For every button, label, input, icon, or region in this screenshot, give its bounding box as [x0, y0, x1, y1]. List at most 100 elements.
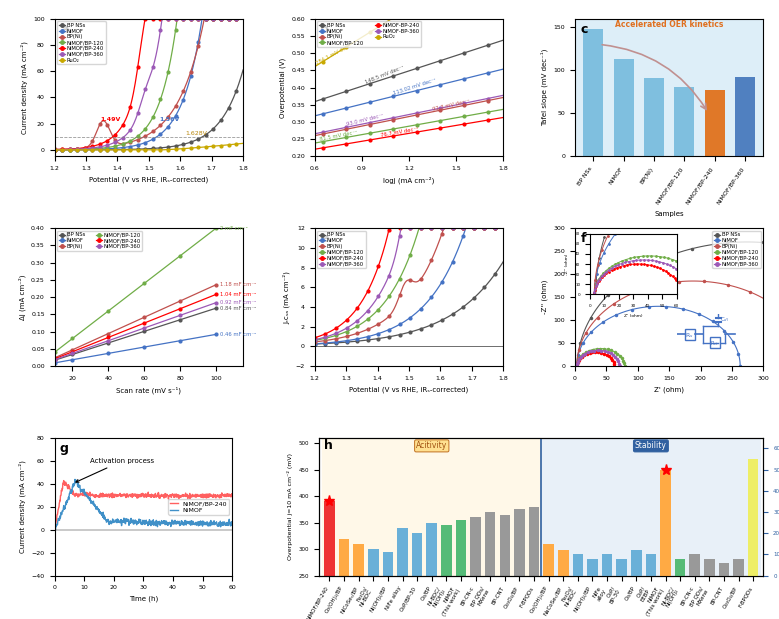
NiMOF — [227, 521, 237, 529]
Text: 1.628V: 1.628V — [185, 131, 206, 136]
Legend: BP NSs, NiMOF, BP(Ni), NiMOF/BP-120, NiMOF/BP-240, NiMOF/BP-360: BP NSs, NiMOF, BP(Ni), NiMOF/BP-120, NiM… — [713, 231, 761, 268]
Text: e: e — [320, 232, 329, 245]
Legend: BP NSs, NiMOF, BP(Ni), NiMOF/BP-120, NiMOF/BP-240, NiMOF/BP-360: BP NSs, NiMOF, BP(Ni), NiMOF/BP-120, NiM… — [317, 231, 365, 268]
Legend: BP NSs, NiMOF, BP(Ni), NiMOF/BP-120, NiMOF/BP-240, NiMOF/BP-360, RuO₂: BP NSs, NiMOF, BP(Ni), NiMOF/BP-120, NiM… — [57, 21, 105, 64]
NiMOF/BP-240 — [169, 493, 178, 501]
Bar — [499, 514, 510, 619]
Bar — [616, 559, 627, 576]
Text: Activation process: Activation process — [76, 458, 154, 482]
NiMOF/BP-240 — [50, 524, 59, 532]
Y-axis label: Δj (mA cm⁻²): Δj (mA cm⁻²) — [18, 274, 26, 320]
Text: 92.3 mV dec⁻¹: 92.3 mV dec⁻¹ — [432, 98, 471, 112]
NiMOF — [50, 524, 59, 531]
NiMOF — [82, 491, 91, 498]
Text: a: a — [60, 23, 69, 36]
Y-axis label: Current density (mA cm⁻²): Current density (mA cm⁻²) — [19, 461, 26, 553]
Text: 93.0 mV dec⁻¹: 93.0 mV dec⁻¹ — [346, 113, 384, 128]
Bar — [661, 470, 671, 576]
Y-axis label: Current density (mA cm⁻²): Current density (mA cm⁻²) — [20, 41, 27, 134]
Bar — [733, 559, 744, 576]
Y-axis label: Overpotential (V): Overpotential (V) — [279, 58, 286, 118]
Bar — [587, 559, 597, 576]
NiMOF — [155, 519, 164, 526]
Bar — [529, 507, 539, 619]
Text: Accelerated OER kinetics: Accelerated OER kinetics — [615, 20, 724, 29]
X-axis label: Samples: Samples — [654, 211, 684, 217]
Text: 81.5 mV dec⁻¹: 81.5 mV dec⁻¹ — [319, 130, 358, 142]
Bar — [456, 520, 467, 619]
Bar — [339, 539, 349, 619]
Y-axis label: -Z'' (ohm): -Z'' (ohm) — [541, 280, 548, 314]
Bar — [689, 555, 700, 576]
Bar — [471, 517, 481, 619]
Text: 113.02 mV dec⁻¹: 113.02 mV dec⁻¹ — [393, 78, 437, 97]
Text: 0.46 mF cm⁻²: 0.46 mF cm⁻² — [220, 332, 256, 337]
Y-axis label: Overpotential j=10 mA cm⁻² (mV): Overpotential j=10 mA cm⁻² (mV) — [287, 453, 294, 560]
Bar — [485, 512, 495, 619]
Bar — [382, 552, 393, 619]
NiMOF — [51, 527, 60, 534]
NiMOF/BP-240 — [155, 491, 164, 499]
Text: h: h — [324, 439, 333, 452]
Bar — [583, 29, 603, 157]
NiMOF/BP-240 — [131, 493, 140, 500]
NiMOF — [184, 519, 193, 527]
NiMOF — [131, 517, 140, 525]
Bar — [704, 559, 714, 576]
Bar — [397, 528, 407, 619]
Y-axis label: Tafel slope (mV dec⁻¹): Tafel slope (mV dec⁻¹) — [541, 49, 548, 126]
NiMOF — [70, 475, 79, 483]
Text: 0.84 mF cm⁻²: 0.84 mF cm⁻² — [220, 306, 256, 311]
Text: 2 mF cm⁻²: 2 mF cm⁻² — [220, 226, 248, 231]
Bar — [631, 550, 642, 576]
NiMOF/BP-240 — [50, 525, 59, 532]
Legend: NiMOF/BP-240, NiMOF: NiMOF/BP-240, NiMOF — [168, 499, 229, 514]
Text: Stability: Stability — [635, 441, 667, 451]
Bar — [748, 459, 759, 576]
NiMOF — [169, 517, 178, 525]
Text: b: b — [320, 23, 330, 36]
Bar — [541, 438, 760, 576]
X-axis label: Z' (ohm): Z' (ohm) — [654, 386, 684, 393]
Legend: BP NSs, NiMOF, BP(Ni), NiMOF/BP-120, NiMOF-BP-240, NiMOF-BP-360, RuO₂: BP NSs, NiMOF, BP(Ni), NiMOF/BP-120, NiM… — [317, 21, 421, 47]
Line: NiMOF/BP-240: NiMOF/BP-240 — [55, 480, 232, 529]
Y-axis label: Jₑᴄₛₐ (mA cm⁻²): Jₑᴄₛₐ (mA cm⁻²) — [283, 271, 291, 324]
Bar — [602, 555, 612, 576]
Bar — [514, 509, 525, 619]
NiMOF/BP-240 — [96, 493, 105, 501]
Bar — [412, 533, 422, 619]
Bar — [675, 87, 694, 157]
X-axis label: Potential (V vs RHE, iRₛ-corrected): Potential (V vs RHE, iRₛ-corrected) — [349, 386, 469, 393]
NiMOF/BP-240 — [59, 477, 69, 484]
Bar — [675, 559, 686, 576]
Bar — [573, 555, 583, 576]
NiMOF/BP-240 — [227, 492, 237, 500]
Line: NiMOF: NiMOF — [55, 479, 232, 530]
NiMOF — [96, 510, 105, 517]
Text: 76.7 mV dec⁻¹: 76.7 mV dec⁻¹ — [381, 126, 419, 138]
Text: 1.04 mF cm⁻²: 1.04 mF cm⁻² — [220, 292, 256, 297]
Bar — [544, 544, 554, 576]
X-axis label: Potential (V vs RHE, iRₛ-corrected): Potential (V vs RHE, iRₛ-corrected) — [89, 177, 209, 183]
Text: d: d — [60, 232, 69, 245]
Bar — [324, 501, 335, 619]
Bar — [644, 78, 664, 157]
X-axis label: Time (h): Time (h) — [129, 596, 158, 602]
Bar — [354, 544, 364, 619]
NiMOF/BP-240 — [184, 493, 193, 500]
Legend: BP NSs, NiMOF, BP(Ni), NiMOF/BP-120, NiMOF/BP-240, NiMOF/BP-360: BP NSs, NiMOF, BP(Ni), NiMOF/BP-120, NiM… — [57, 231, 143, 251]
Text: 1.49V: 1.49V — [100, 117, 121, 122]
Text: 284.1 mV dec⁻¹: 284.1 mV dec⁻¹ — [315, 42, 354, 66]
Bar — [735, 77, 755, 157]
Bar — [558, 550, 569, 576]
Text: Acitivity: Acitivity — [416, 441, 447, 451]
Bar — [323, 438, 541, 576]
Text: f: f — [580, 232, 586, 245]
Bar — [719, 563, 729, 576]
Bar — [441, 526, 452, 619]
Text: 0.92 mF cm⁻²: 0.92 mF cm⁻² — [220, 300, 256, 305]
X-axis label: logj (mA cm⁻²): logj (mA cm⁻²) — [383, 177, 435, 184]
Text: g: g — [60, 442, 69, 455]
Bar — [705, 90, 724, 157]
Bar — [368, 549, 379, 619]
